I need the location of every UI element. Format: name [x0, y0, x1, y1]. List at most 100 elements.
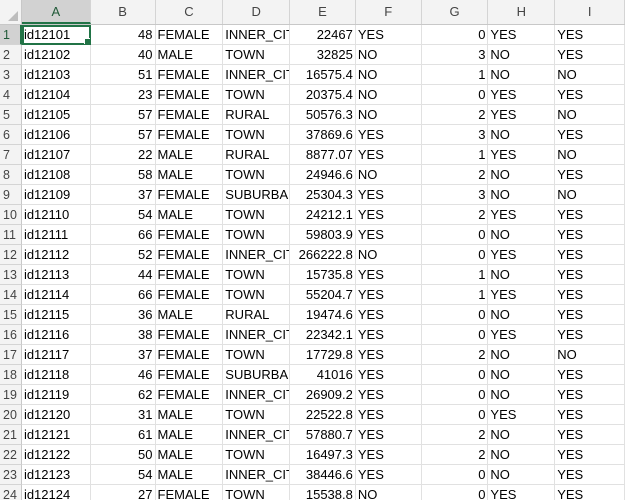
cell-a[interactable]: id12123 — [21, 465, 91, 485]
cell-e[interactable]: 24212.1 — [290, 205, 356, 225]
cell-d[interactable]: INNER_CIT — [223, 65, 291, 85]
cell-i[interactable]: NO — [555, 65, 625, 85]
cell-a[interactable]: id12116 — [21, 325, 91, 345]
row-header[interactable]: 7 — [0, 145, 22, 165]
cell-g[interactable]: 3 — [421, 45, 489, 65]
cell-h[interactable]: NO — [488, 445, 556, 465]
cell-e[interactable]: 16575.4 — [290, 65, 356, 85]
cell-a[interactable]: id12103 — [21, 65, 91, 85]
cell-i[interactable]: YES — [555, 25, 625, 45]
cell-d[interactable]: TOWN — [223, 405, 291, 425]
cell-c[interactable]: MALE — [155, 465, 224, 485]
cell-d[interactable]: TOWN — [223, 125, 291, 145]
cell-a[interactable]: id12107 — [21, 145, 91, 165]
cell-e[interactable]: 20375.4 — [290, 85, 356, 105]
cell-d[interactable]: SUBURBAI — [223, 185, 291, 205]
row-header[interactable]: 19 — [0, 385, 22, 405]
cell-h[interactable]: YES — [488, 105, 556, 125]
cell-c[interactable]: MALE — [155, 425, 224, 445]
cell-c[interactable]: FEMALE — [155, 245, 224, 265]
cell-c[interactable]: FEMALE — [155, 65, 224, 85]
cell-i[interactable]: YES — [555, 485, 625, 500]
cell-d[interactable]: TOWN — [223, 225, 291, 245]
row-header[interactable]: 16 — [0, 325, 22, 345]
cell-h[interactable]: YES — [488, 205, 556, 225]
column-header-d[interactable]: D — [223, 0, 291, 24]
cell-a[interactable]: id12120 — [21, 405, 91, 425]
cell-a[interactable]: id12122 — [21, 445, 91, 465]
cell-h[interactable]: NO — [488, 465, 556, 485]
cell-i[interactable]: YES — [555, 225, 625, 245]
cell-a[interactable]: id12124 — [22, 485, 91, 500]
cell-d[interactable]: TOWN — [223, 85, 291, 105]
cell-h[interactable]: NO — [488, 225, 556, 245]
cell-a[interactable]: id12102 — [21, 45, 91, 65]
cell-b[interactable]: 66 — [90, 285, 156, 305]
cell-e[interactable]: 19474.6 — [290, 305, 356, 325]
cell-f[interactable]: YES — [355, 145, 422, 165]
cell-e[interactable]: 22467 — [290, 25, 356, 45]
cell-e[interactable]: 22522.8 — [290, 405, 356, 425]
cell-h[interactable]: NO — [488, 185, 556, 205]
cell-h[interactable]: YES — [488, 245, 556, 265]
cell-c[interactable]: FEMALE — [155, 345, 224, 365]
cell-d[interactable]: INNER_CIT — [223, 245, 291, 265]
cell-e[interactable]: 8877.07 — [290, 145, 356, 165]
cell-d[interactable]: INNER_CIT — [223, 465, 291, 485]
cell-d[interactable]: TOWN — [223, 285, 291, 305]
cell-c[interactable]: FEMALE — [155, 225, 224, 245]
cell-g[interactable]: 2 — [421, 105, 489, 125]
cell-a[interactable]: id12106 — [21, 125, 91, 145]
cell-d[interactable]: SUBURBAI — [223, 365, 291, 385]
cell-d[interactable]: INNER_CIT — [223, 325, 291, 345]
cell-c[interactable]: FEMALE — [155, 265, 224, 285]
cell-h[interactable]: YES — [488, 145, 556, 165]
cell-f[interactable]: YES — [355, 125, 422, 145]
cell-h[interactable]: NO — [488, 425, 556, 445]
cell-i[interactable]: YES — [555, 285, 625, 305]
cell-d[interactable]: TOWN — [223, 485, 291, 500]
cell-d[interactable]: INNER_CIT — [223, 425, 291, 445]
row-header[interactable]: 8 — [0, 165, 22, 185]
cell-b[interactable]: 36 — [90, 305, 156, 325]
cell-f[interactable]: NO — [355, 105, 422, 125]
cell-h[interactable]: YES — [488, 285, 556, 305]
column-header-i[interactable]: I — [555, 0, 625, 24]
cell-i[interactable]: YES — [555, 405, 625, 425]
cell-c[interactable]: FEMALE — [156, 485, 224, 500]
cell-h[interactable]: NO — [488, 45, 556, 65]
cell-f[interactable]: YES — [355, 185, 422, 205]
row-header[interactable]: 1 — [0, 25, 22, 45]
cell-d[interactable]: TOWN — [223, 265, 291, 285]
cell-h[interactable]: NO — [488, 305, 556, 325]
cell-b[interactable]: 38 — [90, 325, 156, 345]
row-header[interactable]: 17 — [0, 345, 22, 365]
cell-i[interactable]: YES — [555, 165, 625, 185]
cell-g[interactable]: 2 — [421, 345, 489, 365]
cell-b[interactable]: 50 — [90, 445, 156, 465]
cell-i[interactable]: YES — [555, 265, 625, 285]
cell-f[interactable]: NO — [355, 45, 422, 65]
row-header[interactable]: 3 — [0, 65, 22, 85]
cell-f[interactable]: YES — [355, 305, 422, 325]
cell-a[interactable]: id12109 — [21, 185, 91, 205]
cell-b[interactable]: 61 — [90, 425, 156, 445]
cell-e[interactable]: 37869.6 — [290, 125, 356, 145]
cell-c[interactable]: MALE — [155, 305, 224, 325]
row-header[interactable]: 5 — [0, 105, 22, 125]
cell-g[interactable]: 0 — [421, 405, 489, 425]
cell-b[interactable]: 52 — [90, 245, 156, 265]
cell-i[interactable]: YES — [555, 205, 625, 225]
cell-f[interactable]: YES — [355, 205, 422, 225]
cell-d[interactable]: INNER_CIT — [223, 385, 291, 405]
cell-f[interactable]: YES — [355, 365, 422, 385]
cell-g[interactable]: 2 — [421, 445, 489, 465]
cell-h[interactable]: NO — [488, 365, 556, 385]
cell-i[interactable]: NO — [555, 145, 625, 165]
row-header[interactable]: 18 — [0, 365, 22, 385]
cell-g[interactable]: 0 — [421, 245, 489, 265]
cell-g[interactable]: 1 — [421, 265, 489, 285]
cell-c[interactable]: FEMALE — [155, 85, 224, 105]
cell-g[interactable]: 0 — [421, 85, 489, 105]
